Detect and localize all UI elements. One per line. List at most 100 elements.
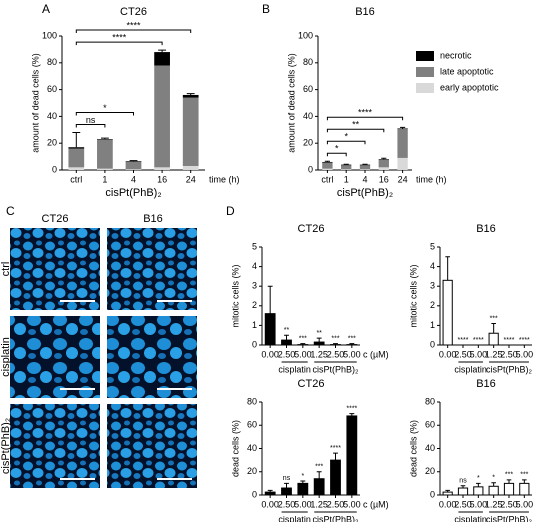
significance-label: *** [505,472,513,479]
y-tick-label: 60 [47,84,57,94]
significance-label: ns [459,478,467,485]
group-label: cisPt(PhB)₂ [486,514,533,522]
x-tick-label: 5.00 [294,349,312,359]
error-bar [445,256,450,281]
y-tick-label: 5 [252,241,257,251]
significance-label: **** [126,20,141,30]
y-axis-label: amount of dead cells (%) [286,53,296,153]
x-tick-label: 16 [157,174,167,184]
y-tick-label: 80 [303,57,313,67]
group-label: cisPt(PhB)₂ [312,364,359,374]
bar-segment [182,94,199,98]
row-label: ctrl [0,262,12,277]
bar-segment [378,159,389,160]
significance-bracket [75,111,134,116]
y-tick-label: 3 [430,281,435,291]
significance-label: **** [330,445,341,452]
error-bar [158,49,167,53]
chart-title: B16 [476,378,496,390]
error-bar [506,479,512,484]
significance-bracket [75,41,163,46]
y-tick-label: 1 [252,320,257,330]
error-bar [316,337,322,343]
bar-segment [97,168,113,170]
x-tick-label: 5.00 [343,349,361,359]
group-label: cisplatin [454,364,487,374]
y-axis-label: amount of dead cells (%) [30,53,40,153]
y-tick-label: 20 [47,138,57,148]
x-tick-label: 2.50 [454,499,472,509]
x-tick-label: 0.00 [261,349,279,359]
y-tick-label: 100 [298,30,313,40]
x-tick-label: 1.25 [310,499,328,509]
group-label: cisplatin [278,514,311,522]
error-bar [491,482,496,487]
bar-segment [322,168,333,170]
group-label: cisplatin [454,514,487,522]
y-tick-label: 20 [247,466,257,476]
bar-segment [341,165,352,170]
group-label: cisPt(PhB)₂ [312,514,359,522]
bar-segment [68,147,85,149]
legend-label: necrotic [440,50,472,60]
error-bar [129,160,138,162]
x-tick-label: 5.00 [470,499,488,509]
y-axis-label: mitotic cells (%) [408,264,418,327]
y-tick-label: 0 [308,164,313,174]
y-axis-label: mitotic cells (%) [230,264,240,327]
bar [313,478,325,496]
y-tick-label: 0 [252,489,257,499]
x-tick-label: 2.50 [327,499,345,509]
panel-label: D [226,204,235,218]
y-axis-label: dead cells (%) [230,420,240,477]
chart-title: CT26 [120,6,147,18]
bar [442,279,453,346]
significance-label: *** [331,335,339,342]
significance-label: * [103,103,107,113]
error-bar [186,93,195,95]
group-label: cisPt(PhB)₂ [486,364,533,374]
bar-segment [359,169,371,170]
error-bar [333,343,338,345]
y-tick-label: 2 [430,300,435,310]
significance-label: ** [284,327,290,334]
significance-label: ns [283,475,291,482]
bar-segment [97,139,113,140]
x-tick-label: 5.00 [470,349,488,359]
error-bar [267,285,273,314]
row-label: cisplatin [0,337,12,377]
bar-segment [154,65,170,168]
group-label: cisplatin [278,364,311,374]
x-tick-label: 4 [131,174,136,184]
y-tick-label: 0 [430,339,435,349]
y-tick-label: 60 [303,84,313,94]
x-unit-label: time (h) [209,174,240,184]
significance-label: **** [458,337,469,344]
bar-segment [182,97,199,166]
x-axis-label: cisPt(PhB)₂ [337,187,393,199]
panel-label: B [262,2,270,16]
x-tick-label: 5.00 [516,499,534,509]
scale-bars [60,300,192,480]
error-bar [267,489,273,493]
micrograph [10,404,100,488]
x-tick-label: 2.50 [454,349,472,359]
error-bar [100,137,109,140]
x-tick-label: ctrl [321,174,333,184]
significance-label: *** [520,472,528,479]
error-bar [400,126,406,129]
error-bar [445,489,450,493]
y-tick-label: 20 [303,138,313,148]
x-tick-label: 0.00 [261,499,279,509]
bar-segment [359,165,371,170]
significance-bracket [75,123,106,128]
bar [442,491,453,496]
significance-bracket [326,152,347,157]
x-tick-label: 1 [344,174,349,184]
micrograph [10,228,100,310]
bar-segment [341,164,352,166]
chart-title: B16 [355,6,375,18]
error-bar [381,157,387,160]
bar-segment [68,167,85,170]
